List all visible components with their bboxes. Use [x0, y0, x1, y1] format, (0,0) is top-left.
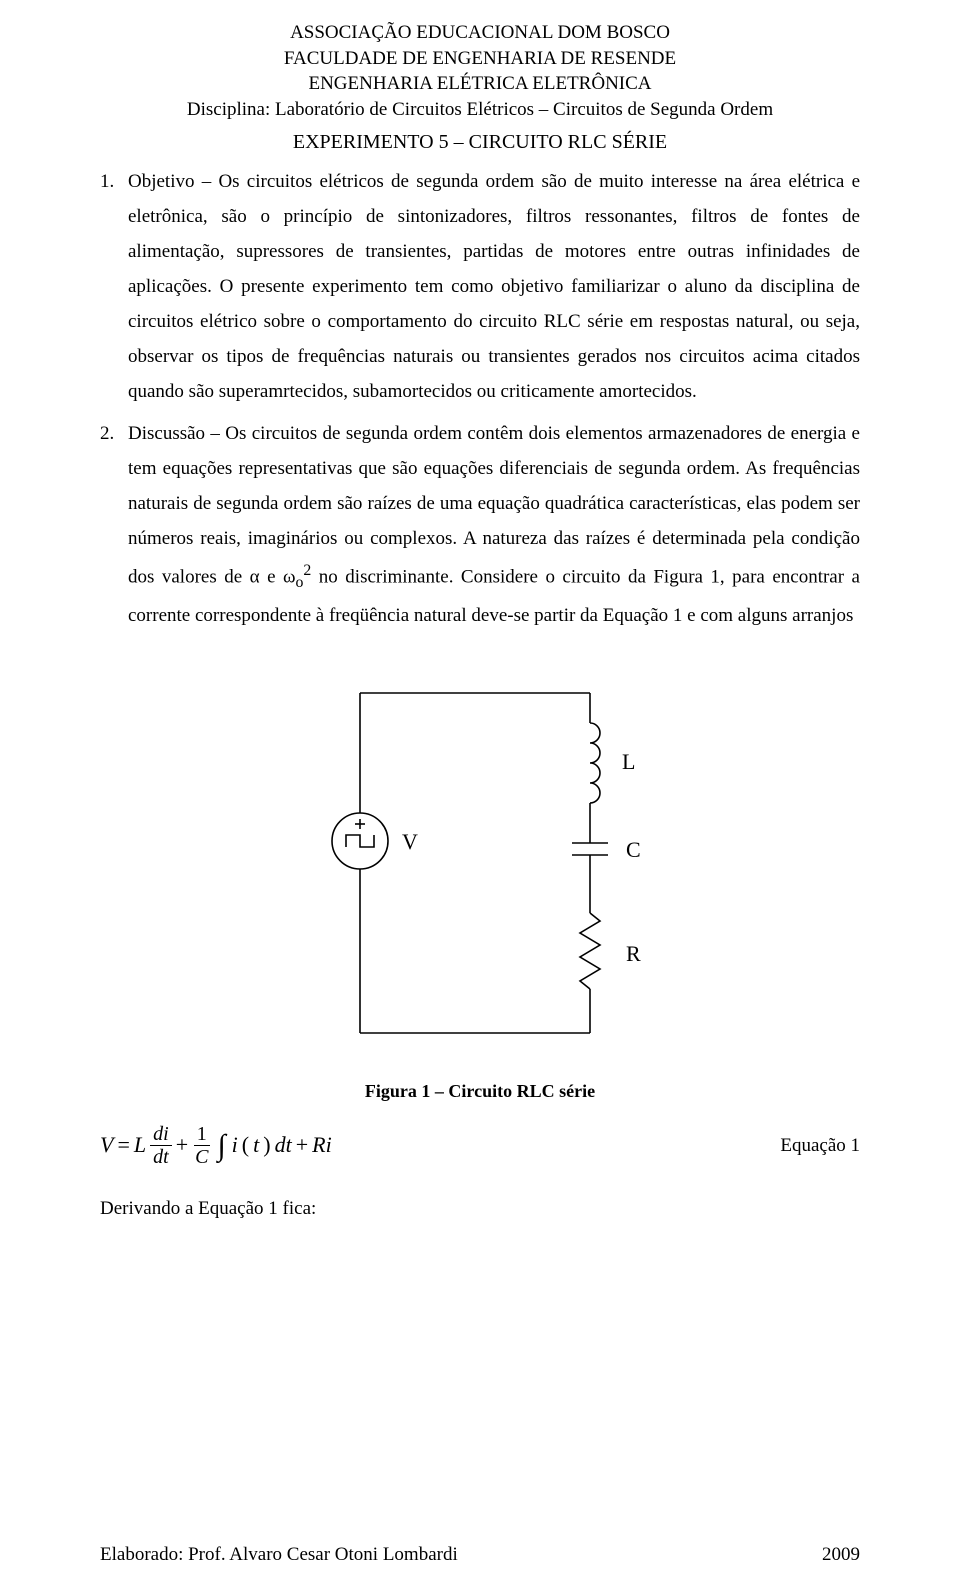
label-L: L — [622, 749, 635, 774]
header-line-1: ASSOCIAÇÃO EDUCACIONAL DOM BOSCO — [100, 20, 860, 46]
eq-plus-1: + — [176, 1125, 188, 1166]
header-line-2: FACULDADE DE ENGENHARIA DE RESENDE — [100, 46, 860, 72]
footer-year: 2009 — [822, 1544, 860, 1566]
spacer — [100, 1227, 860, 1514]
figure-caption: Figura 1 – Circuito RLC série — [365, 1075, 595, 1108]
objetivo-text: Objetivo – Os circuitos elétricos de seg… — [128, 171, 860, 403]
eq-t: t — [253, 1125, 259, 1166]
list-item-discussao: Discussão – Os circuitos de segunda orde… — [100, 416, 860, 633]
eq-dt: dt — [150, 1146, 172, 1167]
eq-equals: = — [117, 1125, 129, 1166]
eq-L: L — [134, 1125, 146, 1166]
deriv-line: Derivando a Equação 1 fica: — [100, 1191, 860, 1226]
eq-di: di — [150, 1124, 172, 1146]
experiment-title: EXPERIMENTO 5 – CIRCUITO RLC SÉRIE — [100, 131, 860, 154]
eq-frac-1-C: 1 C — [192, 1124, 211, 1167]
eq-V: V — [100, 1125, 113, 1166]
label-V: V — [402, 829, 418, 854]
discipline-line: Disciplina: Laboratório de Circuitos Elé… — [100, 97, 860, 123]
label-C: C — [626, 837, 641, 862]
label-R: R — [626, 941, 641, 966]
page-header: ASSOCIAÇÃO EDUCACIONAL DOM BOSCO FACULDA… — [100, 20, 860, 123]
equation-label: Equação 1 — [780, 1128, 860, 1163]
figure-wrap: L V C R Figura 1 – Circuito RLC série — [100, 663, 860, 1108]
footer-author: Elaborado: Prof. Alvaro Cesar Otoni Lomb… — [100, 1544, 458, 1566]
eq-close: ) — [263, 1125, 270, 1166]
equation-row: V = L di dt + 1 C ∫ i(t)dt + Ri Equação … — [100, 1118, 860, 1174]
page-footer: Elaborado: Prof. Alvaro Cesar Otoni Lomb… — [100, 1544, 860, 1566]
eq-Ri: Ri — [312, 1125, 332, 1166]
eq-open: ( — [242, 1125, 249, 1166]
eq-integral: ∫ — [215, 1118, 227, 1174]
eq-dt2: dt — [275, 1125, 292, 1166]
circuit-diagram: L V C R — [300, 663, 660, 1053]
discussao-text-1: Discussão – Os circuitos de segunda orde… — [128, 423, 860, 588]
eq-frac-di-dt: di dt — [150, 1124, 172, 1167]
eq-i: i — [232, 1125, 238, 1166]
eq-plus-2: + — [296, 1125, 308, 1166]
header-line-3: ENGENHARIA ELÉTRICA ELETRÔNICA — [100, 71, 860, 97]
eq-one: 1 — [194, 1124, 210, 1146]
body-content: Objetivo – Os circuitos elétricos de seg… — [100, 164, 860, 1227]
equation-1: V = L di dt + 1 C ∫ i(t)dt + Ri — [100, 1118, 332, 1174]
list-item-objetivo: Objetivo – Os circuitos elétricos de seg… — [100, 164, 860, 410]
page: ASSOCIAÇÃO EDUCACIONAL DOM BOSCO FACULDA… — [0, 0, 960, 1596]
eq-C: C — [192, 1146, 211, 1167]
numbered-list: Objetivo – Os circuitos elétricos de seg… — [100, 164, 860, 633]
